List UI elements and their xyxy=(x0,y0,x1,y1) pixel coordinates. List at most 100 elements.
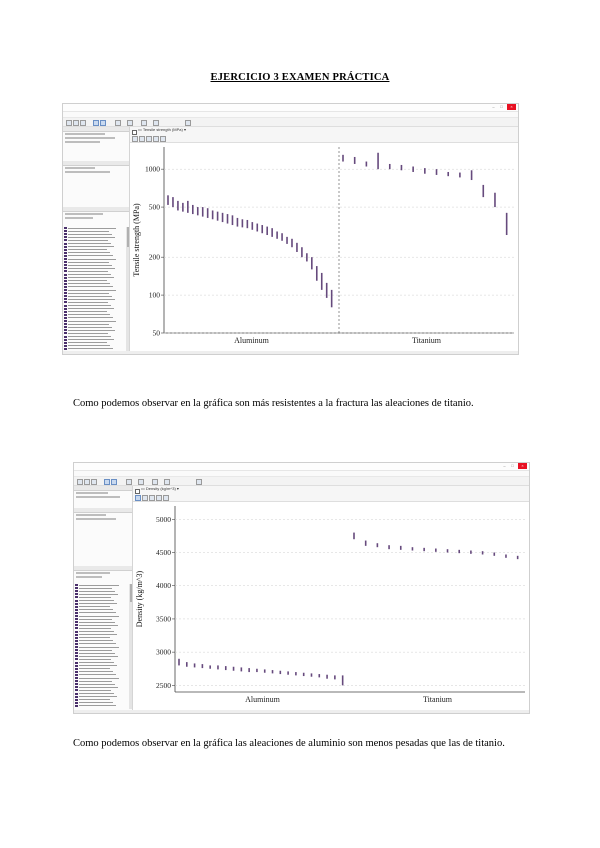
save-icon[interactable] xyxy=(91,478,97,485)
list-item[interactable] xyxy=(75,611,127,614)
list-item[interactable] xyxy=(64,341,124,344)
subset-selector[interactable] xyxy=(65,137,115,139)
list-item[interactable] xyxy=(64,261,124,264)
settings-icon[interactable] xyxy=(152,478,158,485)
list-item[interactable] xyxy=(75,605,127,608)
list-scrollbar[interactable] xyxy=(129,584,132,709)
list-item[interactable] xyxy=(64,289,124,291)
list-item[interactable] xyxy=(75,664,127,667)
list-item[interactable] xyxy=(64,279,124,282)
list-item[interactable] xyxy=(75,608,127,611)
list-item[interactable] xyxy=(64,307,124,310)
eco-icon[interactable] xyxy=(127,119,133,126)
list-item[interactable] xyxy=(64,245,124,248)
list-item[interactable] xyxy=(75,683,127,686)
list-item[interactable] xyxy=(64,282,124,285)
settings-icon[interactable] xyxy=(141,119,147,126)
list-item[interactable] xyxy=(75,695,127,698)
list-item[interactable] xyxy=(75,618,127,621)
list-item[interactable] xyxy=(75,661,127,664)
list-item[interactable] xyxy=(64,251,124,254)
list-item[interactable] xyxy=(75,642,127,645)
label-icon[interactable] xyxy=(149,495,155,501)
filter-row[interactable] xyxy=(65,141,100,143)
list-item[interactable] xyxy=(64,276,124,279)
eco-icon[interactable] xyxy=(138,478,144,485)
list-item[interactable] xyxy=(64,304,124,307)
minimize-icon[interactable]: – xyxy=(492,104,495,109)
list-item[interactable] xyxy=(75,652,127,655)
list-item[interactable] xyxy=(64,295,124,298)
list-item[interactable] xyxy=(64,242,124,245)
list-item[interactable] xyxy=(75,624,127,627)
list-item[interactable] xyxy=(64,254,124,257)
list-item[interactable] xyxy=(64,264,124,267)
list-item[interactable] xyxy=(75,627,127,630)
results-option[interactable] xyxy=(76,518,116,520)
list-item[interactable] xyxy=(64,344,124,347)
browse-icon[interactable] xyxy=(104,478,110,485)
pan-icon[interactable] xyxy=(142,495,148,501)
list-item[interactable] xyxy=(64,230,124,233)
maximize-icon[interactable]: □ xyxy=(500,104,503,109)
list-item[interactable] xyxy=(75,615,127,617)
list-item[interactable] xyxy=(75,639,127,642)
list-scrollbar[interactable] xyxy=(126,227,129,352)
list-item[interactable] xyxy=(75,680,127,683)
list-item[interactable] xyxy=(64,270,124,273)
help-icon[interactable] xyxy=(153,119,159,126)
list-item[interactable] xyxy=(75,704,127,707)
list-item[interactable] xyxy=(75,667,127,670)
records-sort[interactable] xyxy=(76,576,102,578)
list-item[interactable] xyxy=(75,599,127,602)
envelope-icon[interactable] xyxy=(153,136,159,142)
list-item[interactable] xyxy=(75,646,127,648)
list-item[interactable] xyxy=(64,335,124,338)
list-item[interactable] xyxy=(64,323,124,326)
list-item[interactable] xyxy=(64,310,124,313)
list-item[interactable] xyxy=(75,655,127,658)
list-item[interactable] xyxy=(64,347,124,350)
list-item[interactable] xyxy=(75,698,127,701)
list-item[interactable] xyxy=(64,273,124,276)
home-icon[interactable] xyxy=(196,478,202,485)
new-icon[interactable] xyxy=(66,119,72,126)
list-item[interactable] xyxy=(75,590,127,593)
list-item[interactable] xyxy=(64,236,124,239)
line-icon[interactable] xyxy=(160,136,166,142)
list-item[interactable] xyxy=(75,677,127,679)
list-item[interactable] xyxy=(75,636,127,639)
list-item[interactable] xyxy=(64,326,124,329)
chart-checkbox[interactable] xyxy=(132,130,137,135)
list-item[interactable] xyxy=(64,320,124,322)
save-icon[interactable] xyxy=(80,119,86,126)
zoom-icon[interactable] xyxy=(132,136,138,142)
list-item[interactable] xyxy=(75,686,127,689)
list-item[interactable] xyxy=(64,227,124,229)
search-icon[interactable] xyxy=(111,478,117,485)
list-item[interactable] xyxy=(75,596,127,599)
chart-icon[interactable] xyxy=(126,478,132,485)
list-item[interactable] xyxy=(75,587,127,590)
chart-tab-label[interactable]: ▭ Density (kg/m^3) ▾ xyxy=(141,486,179,491)
records-sort[interactable] xyxy=(65,217,93,219)
new-icon[interactable] xyxy=(77,478,83,485)
list-item[interactable] xyxy=(75,630,127,633)
results-option[interactable] xyxy=(65,167,95,169)
list-item[interactable] xyxy=(75,692,127,695)
close-icon[interactable]: × xyxy=(507,104,516,110)
scroll-thumb[interactable] xyxy=(126,227,129,247)
home-icon[interactable] xyxy=(185,119,191,126)
table-selector[interactable] xyxy=(65,133,105,135)
chart-checkbox[interactable] xyxy=(135,489,140,494)
list-item[interactable] xyxy=(75,621,127,624)
list-item[interactable] xyxy=(64,233,124,236)
list-item[interactable] xyxy=(64,292,124,295)
list-item[interactable] xyxy=(64,258,124,260)
table-selector[interactable] xyxy=(76,492,108,494)
list-item[interactable] xyxy=(64,329,124,332)
list-item[interactable] xyxy=(75,649,127,652)
envelope-icon[interactable] xyxy=(156,495,162,501)
list-item[interactable] xyxy=(75,602,127,605)
line-icon[interactable] xyxy=(163,495,169,501)
